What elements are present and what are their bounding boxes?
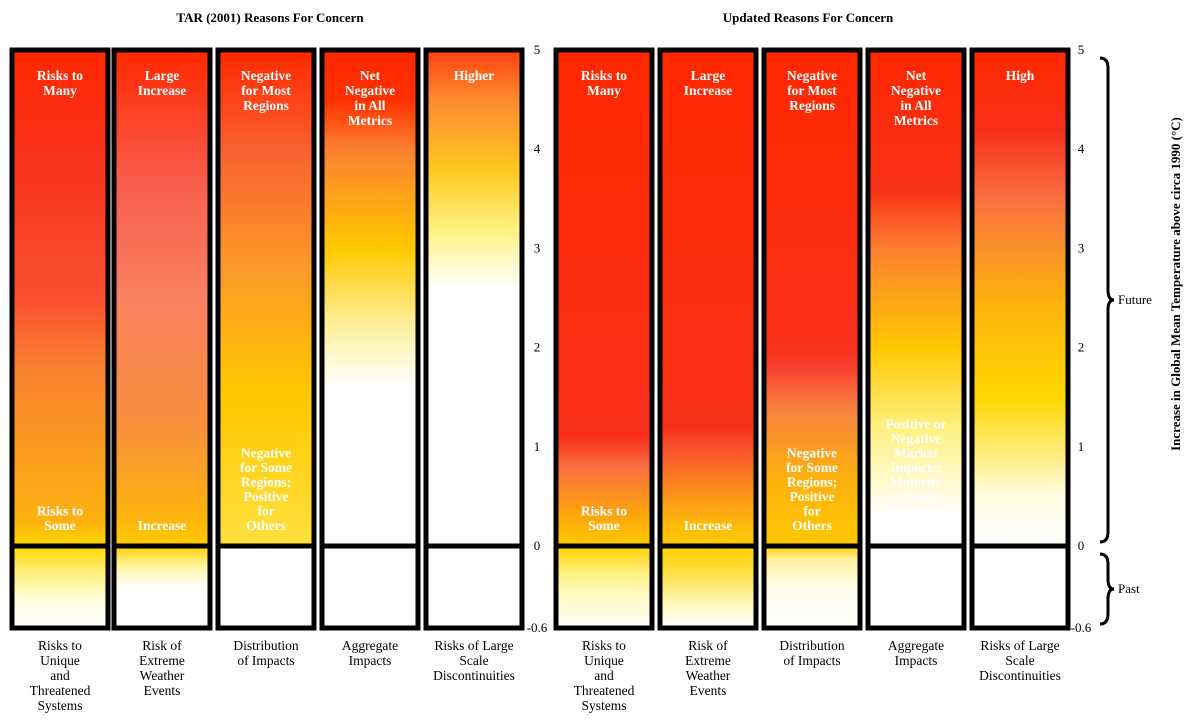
y-axis-ticks-2: 5 4 3 2 1 0 -0.6 — [1071, 42, 1092, 635]
bracket-future — [1099, 56, 1115, 544]
concern-column: Large Increase Increase Risk of Extreme Weath… — [111, 47, 213, 698]
bottom-risk-label: Increase — [684, 518, 733, 533]
y-tick-label: 1 — [534, 439, 541, 454]
bottom-risk-label: Negative for Some Regions; Positive for Other… — [240, 446, 292, 534]
concern-column: High Low Risks of Large Scale Discontinuitie… — [969, 47, 1071, 683]
future-risk-bar — [553, 47, 655, 549]
future-risk-bar — [423, 47, 525, 549]
y-tick-label: 2 — [534, 340, 541, 355]
future-risk-bar — [111, 47, 213, 549]
bracket-label: Past — [1118, 581, 1140, 596]
y-tick-label: 1 — [1078, 439, 1085, 454]
y-tick-label: 0 — [534, 538, 541, 553]
column-name-label: Risk of Extreme Weather Events — [685, 638, 731, 698]
y-tick-label: -0.6 — [1071, 620, 1092, 635]
panel-1: TAR (2001) Reasons For Concern Risks to Ma… — [9, 10, 525, 713]
concern-column: Large Increase Increase Risk of Extreme Weath… — [657, 47, 759, 698]
bottom-risk-label: Positive or Negative Market Impacts; Majorit… — [885, 417, 946, 534]
column-name-label: Risks to Unique and Threatened Systems — [30, 638, 91, 713]
concern-column: Risks to Many Risks to Some Risks to Unique an… — [553, 47, 655, 713]
past-risk-bar — [761, 543, 863, 631]
future-risk-bar — [657, 47, 759, 549]
bottom-risk-label: Low — [1007, 518, 1033, 533]
future-risk-bar — [215, 47, 317, 549]
past-risk-bar — [215, 543, 317, 631]
y-tick-label: 5 — [534, 42, 541, 57]
concern-column: Negative for Most Regions Negative for Some R… — [215, 47, 317, 668]
bottom-risk-label: Positive or Negative Market Impacts; Majorit… — [339, 417, 400, 534]
y-tick-label: 0 — [1078, 538, 1085, 553]
past-risk-bar — [553, 543, 655, 631]
y-tick-label: 3 — [534, 240, 541, 255]
column-name-label: Risks to Unique and Threatened Systems — [574, 638, 635, 713]
top-risk-label: Risks to Many — [581, 68, 627, 98]
top-risk-label: Large Increase — [684, 68, 733, 98]
bottom-risk-label: Risks to Some — [37, 504, 83, 534]
concern-column: Negative for Most Regions Negative for Some R… — [761, 47, 863, 668]
bottom-risk-label: Increase — [138, 518, 187, 533]
concern-column: Risks to Many Risks to Some Risks to Unique an… — [9, 47, 111, 713]
future-risk-bar — [9, 47, 111, 549]
top-risk-label: Net Negative in All Metrics — [345, 68, 395, 128]
y-axis-ticks-1: 5 4 3 2 1 0 -0.6 — [527, 42, 548, 635]
future-risk-bar — [319, 47, 421, 549]
bottom-risk-label: Very Low — [460, 504, 487, 534]
y-tick-label: 4 — [1078, 141, 1085, 156]
bracket-label: Future — [1118, 292, 1152, 307]
y-axis-label: Increase in Global Mean Temperature abov… — [1168, 117, 1183, 451]
top-risk-label: Negative for Most Regions — [787, 68, 837, 113]
top-risk-label: High — [1006, 68, 1035, 83]
past-risk-bar — [657, 543, 759, 631]
past-risk-bar — [319, 543, 421, 631]
top-risk-label: Risks to Many — [37, 68, 83, 98]
past-risk-bar — [969, 543, 1071, 631]
y-tick-label: 5 — [1078, 42, 1085, 57]
top-risk-label: Negative for Most Regions — [241, 68, 291, 113]
top-risk-label: Higher — [454, 68, 495, 83]
y-tick-label: 2 — [1078, 340, 1085, 355]
y-tick-label: 3 — [1078, 240, 1085, 255]
past-risk-bar — [865, 543, 967, 631]
top-risk-label: Large Increase — [138, 68, 187, 98]
column-name-label: Distribution of Impacts — [779, 638, 845, 668]
future-risk-bar — [969, 47, 1071, 549]
y-tick-label: 4 — [534, 141, 541, 156]
column-name-label: Risk of Extreme Weather Events — [139, 638, 185, 698]
concern-column: Net Negative in All Metrics Positive or Negat… — [319, 47, 421, 668]
bracket-past — [1099, 552, 1115, 626]
concern-column: Higher Very Low Risks of Large Scale Disconti… — [423, 47, 525, 683]
panel-title: TAR (2001) Reasons For Concern — [176, 10, 364, 25]
bottom-risk-label: Risks to Some — [581, 504, 627, 534]
top-risk-label: Net Negative in All Metrics — [891, 68, 941, 128]
column-name-label: Risks of Large Scale Discontinuities — [433, 638, 515, 683]
column-name-label: Risks of Large Scale Discontinuities — [979, 638, 1061, 683]
y-tick-label: -0.6 — [527, 620, 548, 635]
past-risk-bar — [423, 543, 525, 631]
concern-column: Net Negative in All Metrics Positive or Negat… — [865, 47, 967, 668]
past-risk-bar — [111, 543, 213, 631]
panel-title: Updated Reasons For Concern — [723, 10, 894, 25]
past-risk-bar — [9, 543, 111, 631]
bottom-risk-label: Negative for Some Regions; Positive for Other… — [786, 446, 838, 534]
column-name-label: Aggregate Impacts — [888, 638, 944, 668]
column-name-label: Aggregate Impacts — [342, 638, 398, 668]
column-name-label: Distribution of Impacts — [233, 638, 299, 668]
